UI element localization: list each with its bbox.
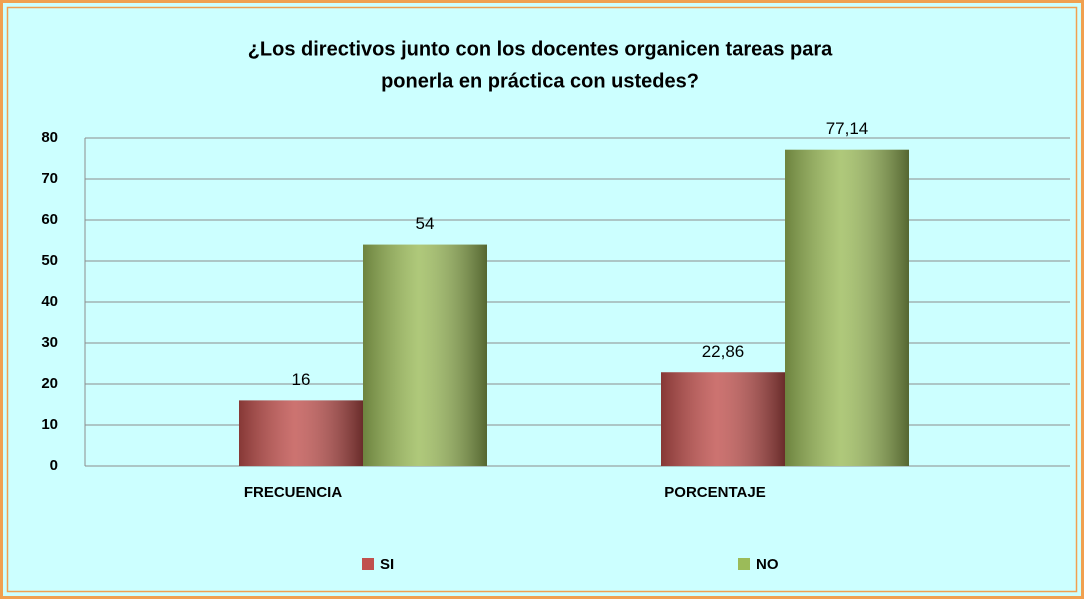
legend-label: NO [756,556,779,573]
bar-shade [661,372,785,466]
y-tick-label: 40 [41,293,58,310]
chart-title: ¿Los directivos junto con los docentes o… [248,38,833,60]
bar-shade [239,400,363,466]
y-tick-label: 20 [41,375,58,392]
bar-shade [785,149,909,466]
y-tick-label: 80 [41,129,58,146]
legend-swatch [362,558,374,570]
legend-swatch [738,558,750,570]
x-tick-label: FRECUENCIA [244,484,343,501]
data-label: 54 [416,214,435,233]
data-label: 22,86 [702,342,745,361]
y-tick-label: 0 [50,457,58,474]
inner-border [6,6,1078,593]
y-tick-label: 10 [41,416,58,433]
chart-title: ponerla en práctica con ustedes? [381,70,699,92]
legend-label: SI [380,556,394,573]
y-tick-label: 70 [41,170,58,187]
data-label: 77,14 [826,119,869,138]
data-label: 16 [292,370,311,389]
x-tick-label: PORCENTAJE [664,484,765,501]
y-tick-label: 50 [41,252,58,269]
y-tick-label: 60 [41,211,58,228]
bar-shade [363,244,487,466]
y-tick-label: 30 [41,334,58,351]
